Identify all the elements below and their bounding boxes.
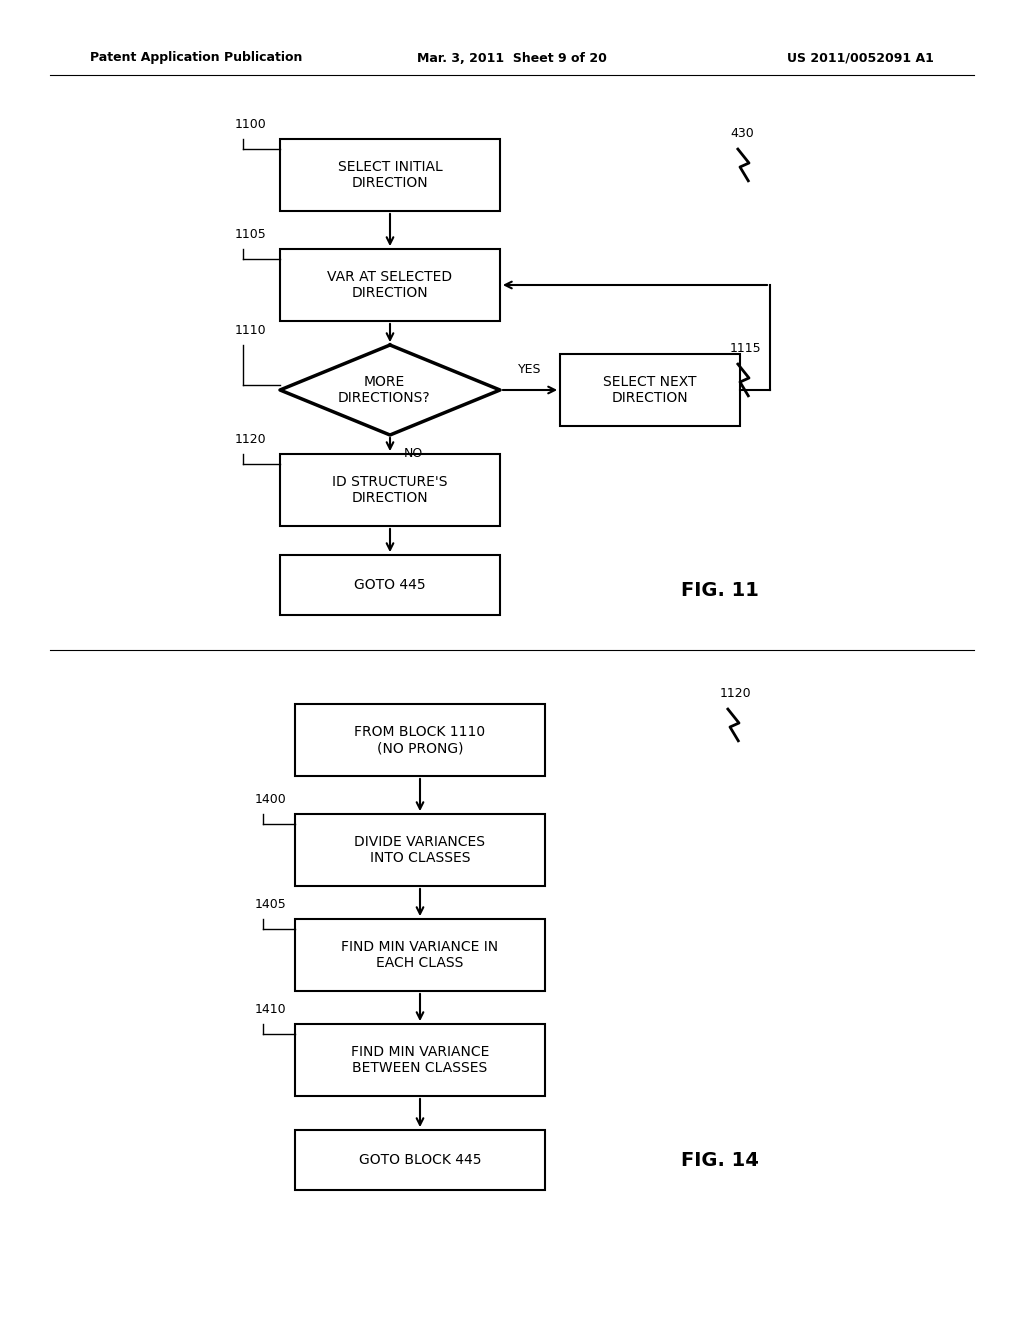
Text: MORE
DIRECTIONS?: MORE DIRECTIONS? xyxy=(338,375,430,405)
Text: 1410: 1410 xyxy=(255,1003,287,1016)
Text: 1400: 1400 xyxy=(255,793,287,807)
Text: ID STRUCTURE'S
DIRECTION: ID STRUCTURE'S DIRECTION xyxy=(332,475,447,506)
Text: 1115: 1115 xyxy=(730,342,762,355)
FancyBboxPatch shape xyxy=(280,554,500,615)
Text: 1100: 1100 xyxy=(234,117,266,131)
Text: FIND MIN VARIANCE
BETWEEN CLASSES: FIND MIN VARIANCE BETWEEN CLASSES xyxy=(351,1045,489,1074)
Text: 1120: 1120 xyxy=(720,686,752,700)
Text: GOTO 445: GOTO 445 xyxy=(354,578,426,591)
FancyBboxPatch shape xyxy=(295,1024,545,1096)
FancyBboxPatch shape xyxy=(560,354,740,426)
Text: 1120: 1120 xyxy=(234,433,266,446)
Text: 1405: 1405 xyxy=(255,898,287,911)
Text: US 2011/0052091 A1: US 2011/0052091 A1 xyxy=(787,51,934,65)
FancyBboxPatch shape xyxy=(280,454,500,525)
Text: 430: 430 xyxy=(730,127,754,140)
Polygon shape xyxy=(280,345,500,436)
Text: YES: YES xyxy=(518,363,542,376)
Text: FROM BLOCK 1110
(NO PRONG): FROM BLOCK 1110 (NO PRONG) xyxy=(354,725,485,755)
Text: FIG. 11: FIG. 11 xyxy=(681,581,759,599)
Text: 1105: 1105 xyxy=(234,228,266,242)
Text: DIVIDE VARIANCES
INTO CLASSES: DIVIDE VARIANCES INTO CLASSES xyxy=(354,836,485,865)
FancyBboxPatch shape xyxy=(295,814,545,886)
Text: 1110: 1110 xyxy=(234,323,266,337)
Text: FIG. 14: FIG. 14 xyxy=(681,1151,759,1170)
Text: SELECT INITIAL
DIRECTION: SELECT INITIAL DIRECTION xyxy=(338,160,442,190)
Text: NO: NO xyxy=(404,447,423,459)
Text: Patent Application Publication: Patent Application Publication xyxy=(90,51,302,65)
Text: VAR AT SELECTED
DIRECTION: VAR AT SELECTED DIRECTION xyxy=(328,269,453,300)
FancyBboxPatch shape xyxy=(280,249,500,321)
FancyBboxPatch shape xyxy=(280,139,500,211)
Text: SELECT NEXT
DIRECTION: SELECT NEXT DIRECTION xyxy=(603,375,696,405)
FancyBboxPatch shape xyxy=(295,919,545,991)
Text: GOTO BLOCK 445: GOTO BLOCK 445 xyxy=(358,1152,481,1167)
FancyBboxPatch shape xyxy=(295,704,545,776)
Text: FIND MIN VARIANCE IN
EACH CLASS: FIND MIN VARIANCE IN EACH CLASS xyxy=(341,940,499,970)
FancyBboxPatch shape xyxy=(295,1130,545,1191)
Text: Mar. 3, 2011  Sheet 9 of 20: Mar. 3, 2011 Sheet 9 of 20 xyxy=(417,51,607,65)
